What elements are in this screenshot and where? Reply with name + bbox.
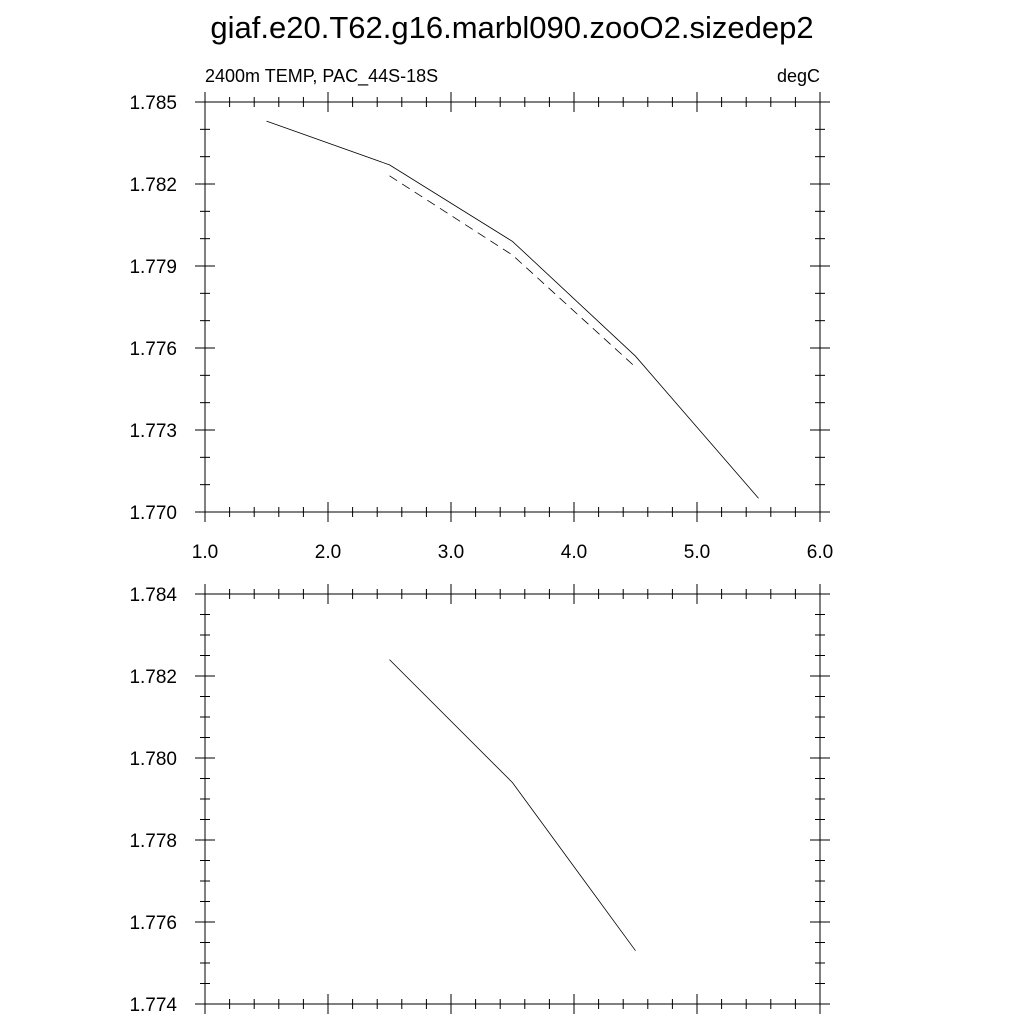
solid-series-line (266, 120, 759, 499)
y-tick-label: 1.780 (129, 749, 177, 770)
x-tick-label: 2.0 (315, 542, 341, 563)
x-tick-label: 4.0 (561, 542, 587, 563)
solid-series-line (389, 659, 636, 951)
chart-title: giaf.e20.T62.g16.marbl090.zooO2.sizedep2 (210, 10, 813, 45)
panel-right-label: degC (777, 66, 820, 86)
plot-frame (204, 101, 821, 513)
x-tick-label: 6.0 (807, 542, 833, 563)
panel-left-label: 2400m TEMP, PAC_44S-18S (205, 66, 438, 87)
y-tick-label: 1.776 (129, 913, 177, 934)
y-tick-label: 1.773 (129, 421, 177, 442)
y-tick-label: 1.774 (129, 995, 177, 1016)
y-tick-label: 1.778 (129, 831, 177, 852)
y-tick-label: 1.782 (129, 667, 177, 688)
top-panel: 1.770 1.773 1.776 1.779 1.782 1.785 1.0 2.0 3.0 4… (129, 66, 833, 563)
y-tick-label: 1.782 (129, 175, 177, 196)
x-tick-label: 1.0 (192, 542, 218, 563)
plot-frame (204, 593, 821, 1005)
y-tick-label: 1.785 (129, 93, 177, 114)
dashed-series-line (389, 175, 636, 368)
bottom-panel: 1.774 1.776 1.778 1.780 1.782 1.784 (129, 584, 830, 1016)
y-tick-label: 1.779 (129, 257, 177, 278)
y-tick-label: 1.776 (129, 339, 177, 360)
y-tick-label: 1.770 (129, 503, 177, 524)
y-tick-label: 1.784 (129, 585, 177, 606)
x-tick-label: 3.0 (438, 542, 464, 563)
x-tick-label: 5.0 (684, 542, 710, 563)
